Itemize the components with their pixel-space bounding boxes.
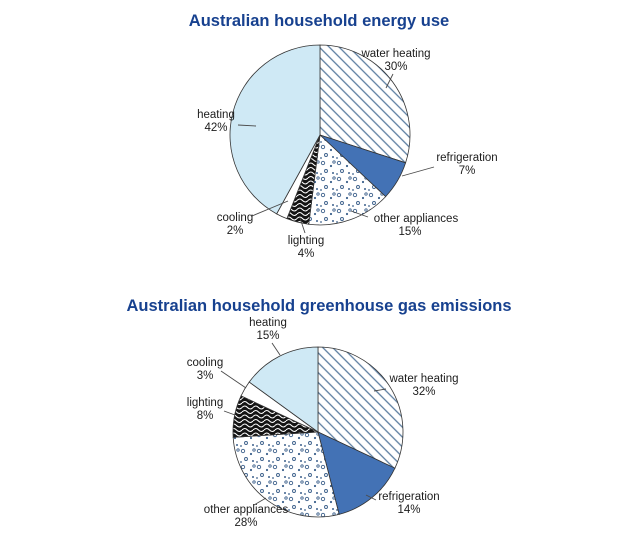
pie-slice-heating [229, 44, 321, 215]
energy-use-title: Australian household energy use [188, 12, 450, 30]
leader-line-energy-water-heating [385, 73, 394, 89]
leader-line-energy-other-appliances [350, 210, 369, 218]
leader-line-emissions-other-appliances [253, 497, 267, 506]
label-emissions-heating-pct: 15% [256, 330, 279, 342]
label-energy-heating: heating [197, 109, 235, 121]
label-energy-refrigeration-pct: 7% [459, 165, 476, 177]
label-emissions-heating: heating [249, 317, 287, 329]
pie-chart-emissions [232, 346, 404, 518]
pie-chart-energy-use [229, 44, 411, 226]
label-energy-cooling: cooling [217, 212, 253, 224]
leader-line-emissions-refrigeration [365, 494, 377, 501]
pie-slice-heating [248, 346, 319, 433]
label-emissions-water-heating-pct: 32% [412, 386, 435, 398]
leader-line-energy-heating [237, 124, 257, 127]
leader-line-energy-lighting [299, 217, 306, 234]
leader-line-energy-cooling [251, 200, 289, 217]
label-energy-lighting-pct: 4% [298, 248, 315, 260]
label-emissions-lighting-pct: 8% [197, 410, 214, 422]
label-energy-other-appliances-pct: 15% [398, 226, 421, 238]
label-energy-other-appliances: other appliances [374, 213, 459, 225]
label-energy-water-heating: water heating [360, 48, 430, 60]
emissions-title: Australian household greenhouse gas emis… [126, 297, 512, 315]
label-emissions-other-appliances-pct: 28% [234, 517, 257, 529]
leader-line-emissions-lighting [223, 410, 236, 416]
leader-line-energy-refrigeration [401, 166, 435, 177]
label-emissions-refrigeration-pct: 14% [397, 504, 420, 516]
label-energy-lighting: lighting [288, 235, 324, 247]
pie-slice-other-appliances [308, 134, 387, 226]
label-emissions-water-heating: water heating [388, 373, 458, 385]
label-emissions-cooling: cooling [187, 357, 223, 369]
pie-slice-water-heating [319, 44, 411, 164]
leader-line-emissions-water-heating [373, 388, 387, 392]
label-energy-refrigeration: refrigeration [436, 152, 497, 164]
label-energy-heating-pct: 42% [204, 122, 227, 134]
label-emissions-other-appliances: other appliances [204, 504, 289, 516]
leader-line-emissions-cooling [220, 370, 247, 389]
pie-slice-other-appliances [232, 431, 340, 518]
label-energy-water-heating-pct: 30% [384, 61, 407, 73]
pie-slice-water-heating [317, 346, 404, 469]
label-emissions-lighting: lighting [187, 397, 223, 409]
pie-slice-refrigeration [317, 431, 396, 515]
label-emissions-refrigeration: refrigeration [378, 491, 439, 503]
label-energy-cooling-pct: 2% [227, 225, 244, 237]
leader-line-emissions-heating [271, 342, 281, 356]
label-emissions-cooling-pct: 3% [197, 370, 214, 382]
